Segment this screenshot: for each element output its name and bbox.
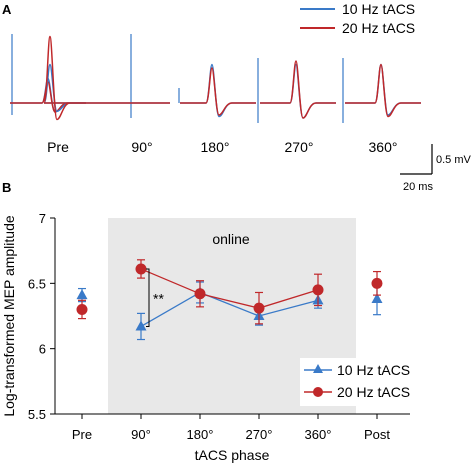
y-ticks: 5.5 6 6.5 7 [28,211,55,422]
data-point-circle [312,284,324,296]
data-point-circle [194,288,206,300]
panel-b-legend: 10 Hz tACS 20 Hz tACS [300,358,416,406]
legend-b-20hz-circle-icon [313,387,323,397]
series-line [140,291,319,328]
condition-label-360: 360° [369,139,398,155]
data-point-circle [253,302,265,314]
online-label: online [212,231,250,247]
data-point-circle [76,303,88,315]
panel-b-label: B [2,180,11,195]
condition-label-270: 270° [285,139,314,155]
series-line [140,268,319,309]
mep-trace [180,67,256,116]
mep-traces [10,34,421,123]
x-tick-label: 180° [187,427,214,442]
y-tick-label: 7 [39,211,46,226]
mep-trace [260,60,336,119]
condition-label-90: 90° [131,139,152,155]
x-tick-label: Post [364,427,390,442]
mep-trace [43,35,170,121]
data-point-circle [371,277,383,289]
panel-a-legend: 10 Hz tACS 20 Hz tACS [300,1,415,36]
significance-label: ** [153,291,164,307]
series-layer [76,259,383,341]
data-point-triangle [135,320,147,331]
condition-labels: Pre 90° 180° 270° 360° [47,139,397,155]
x-ticks: Pre 90° 180° 270° 360° Post [72,414,390,442]
significance-bracket: ** [146,268,164,327]
condition-label-180: 180° [201,139,230,155]
x-axis-label: tACS phase [195,447,270,463]
legend-a-20hz-label: 20 Hz tACS [342,20,415,36]
scale-bar-horizontal-label: 20 ms [403,181,433,193]
data-point-triangle [371,293,383,304]
data-point-circle [135,263,147,275]
mep-trace [180,63,256,118]
x-tick-label: 360° [305,427,332,442]
y-tick-label: 6 [39,342,46,357]
legend-b-10hz-label: 10 Hz tACS [337,362,410,378]
legend-a-10hz-label: 10 Hz tACS [342,1,415,17]
data-point-triangle [76,289,88,300]
x-tick-label: Pre [72,427,92,442]
y-tick-label: 6.5 [28,276,46,291]
mep-trace [10,81,86,113]
scale-bar: 0.5 mV 20 ms [400,144,472,193]
x-tick-label: 270° [246,427,273,442]
scale-bar-vertical-label: 0.5 mV [436,154,472,166]
mep-trace [345,63,421,118]
y-tick-label: 5.5 [28,407,46,422]
legend-b-10hz-triangle-icon [313,364,323,373]
x-tick-label: 90° [131,427,151,442]
series-20hz [76,259,383,325]
legend-b-20hz-label: 20 Hz tACS [337,384,410,400]
condition-label-pre: Pre [47,139,69,155]
y-axis-label: Log-transformed MEP amplitude [1,215,17,416]
significance-line [146,268,150,327]
panel-a-label: A [2,2,12,17]
legend-b-box [300,358,416,406]
